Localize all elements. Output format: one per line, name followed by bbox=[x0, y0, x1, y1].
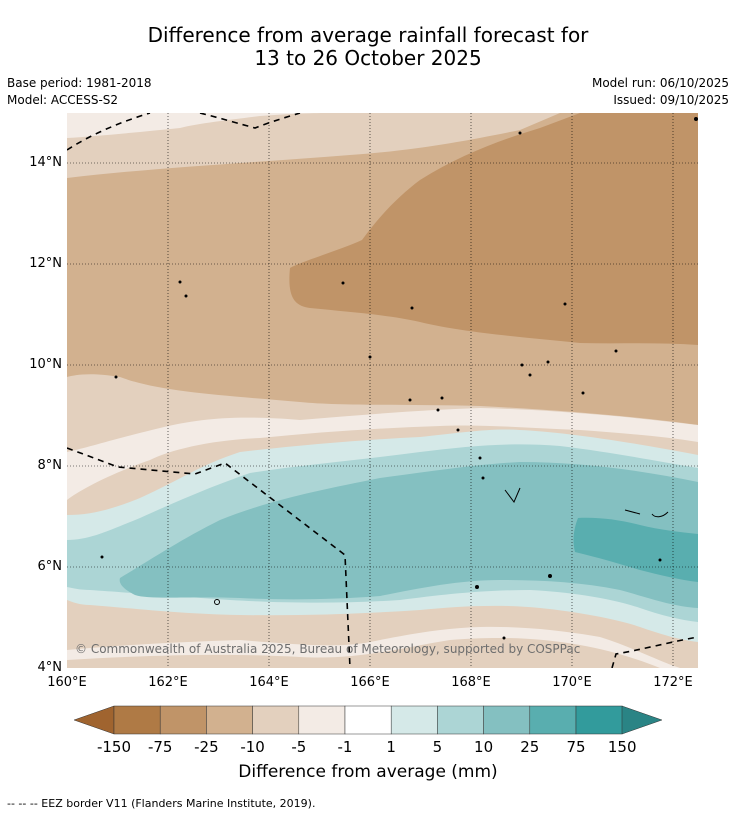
band-minus10-south bbox=[67, 637, 660, 668]
band-plus10 bbox=[119, 462, 698, 608]
eez-legend-note: -- -- -- EEZ border V11 (Flanders Marine… bbox=[7, 797, 316, 810]
band-plus25 bbox=[573, 517, 698, 582]
lat-label-12n: 12°N bbox=[29, 256, 62, 271]
model-text: Model: ACCESS-S2 bbox=[7, 93, 119, 107]
colorbar-tick: 150 bbox=[607, 738, 637, 756]
model-run-text: Model run: 06/10/2025 bbox=[591, 76, 729, 90]
map-fill-layers bbox=[67, 113, 698, 668]
lat-label-14n: 14°N bbox=[29, 155, 62, 170]
map-title-line1: Difference from average rainfall forecas… bbox=[147, 23, 589, 47]
lon-label-166e: 166°E bbox=[350, 675, 390, 690]
colorbar-tick: 10 bbox=[474, 738, 494, 756]
colorbar-cell bbox=[159, 705, 207, 735]
colorbar-cell bbox=[344, 705, 392, 735]
colorbar bbox=[73, 705, 663, 735]
lat-label-8n: 8°N bbox=[37, 458, 63, 473]
map-title-line2: 13 to 26 October 2025 bbox=[254, 46, 482, 70]
colorbar-tick: -75 bbox=[147, 738, 173, 756]
colorbar-cell bbox=[206, 705, 253, 735]
colorbar-tick: 25 bbox=[520, 738, 540, 756]
colorbar-tick: 5 bbox=[432, 738, 443, 756]
colorbar-cell bbox=[483, 705, 531, 735]
colorbar-cell bbox=[113, 705, 161, 735]
colorbar-over-arrow bbox=[621, 705, 663, 735]
copyright-text: © Commonwealth of Australia 2025, Bureau… bbox=[75, 642, 580, 656]
eez-borders bbox=[67, 113, 698, 668]
colorbar-under-arrow bbox=[73, 705, 115, 735]
colorbar-tick: -5 bbox=[291, 738, 307, 756]
grid-lines bbox=[67, 113, 698, 668]
lon-label-170e: 170°E bbox=[552, 675, 592, 690]
lon-label-168e: 168°E bbox=[451, 675, 491, 690]
colorbar-tick: 1 bbox=[386, 738, 396, 756]
colorbar-cell bbox=[529, 705, 577, 735]
colorbar-label: Difference from average (mm) bbox=[238, 762, 498, 782]
lat-label-6n: 6°N bbox=[37, 559, 63, 574]
lat-label-10n: 10°N bbox=[29, 357, 62, 372]
lon-label-160e: 160°E bbox=[47, 675, 87, 690]
issued-text: Issued: 09/10/2025 bbox=[613, 93, 729, 107]
lat-label-4n: 4°N bbox=[37, 660, 63, 675]
colorbar-tick: -25 bbox=[194, 738, 219, 756]
band-minus5 bbox=[67, 113, 698, 500]
islands bbox=[100, 117, 698, 640]
colorbar-tick: -150 bbox=[96, 738, 132, 756]
base-period-text: Base period: 1981-2018 bbox=[7, 76, 152, 90]
colorbar-cell bbox=[575, 705, 623, 735]
lon-label-164e: 164°E bbox=[249, 675, 289, 690]
colorbar-tick: 75 bbox=[566, 738, 586, 756]
colorbar-cell bbox=[437, 705, 484, 735]
lon-label-162e: 162°E bbox=[148, 675, 188, 690]
colorbar-cell bbox=[252, 705, 300, 735]
colorbar-tick: -10 bbox=[240, 738, 265, 756]
colorbar-cell bbox=[390, 705, 438, 735]
colorbar-tick: -1 bbox=[337, 738, 353, 756]
lon-label-172e: 172°E bbox=[653, 675, 693, 690]
colorbar-cell bbox=[298, 705, 346, 735]
band-minus75 bbox=[289, 113, 698, 345]
